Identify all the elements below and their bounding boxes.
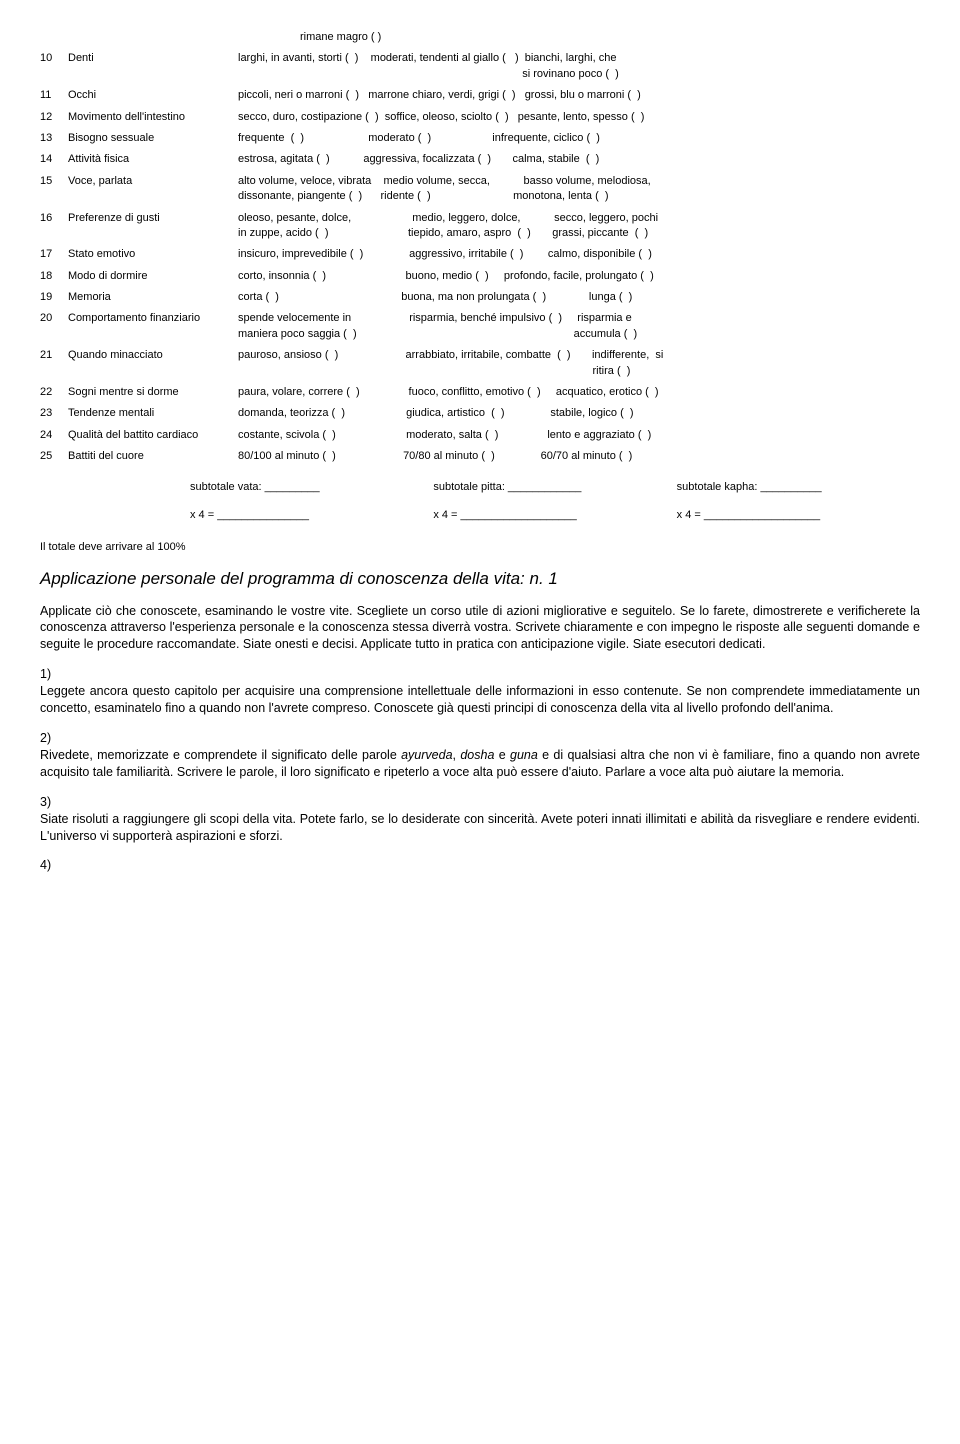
- row-number: 15: [40, 174, 68, 205]
- intro-paragraph: Applicate ciò che conoscete, esaminando …: [40, 603, 920, 654]
- row-options: costante, scivola ( ) moderato, salta ( …: [238, 428, 920, 443]
- row-number: 25: [40, 449, 68, 464]
- row-options: corta ( ) buona, ma non prolungata ( ) l…: [238, 290, 920, 305]
- row-options: frequente ( ) moderato ( ) infrequente, …: [238, 131, 920, 146]
- row-number: 19: [40, 290, 68, 305]
- q1-number: 1): [40, 667, 920, 681]
- row-label: Quando minacciato: [68, 348, 238, 379]
- row-label: Stato emotivo: [68, 247, 238, 262]
- table-row: 19Memoriacorta ( ) buona, ma non prolung…: [40, 290, 920, 305]
- row-label: Preferenze di gusti: [68, 211, 238, 242]
- q2-part-c: e: [494, 748, 510, 762]
- row-number: 21: [40, 348, 68, 379]
- subtotal-pitta: subtotale pitta: ____________: [433, 481, 676, 493]
- q2-italic-3: guna: [510, 748, 538, 762]
- table-row: 23Tendenze mentalidomanda, teorizza ( ) …: [40, 406, 920, 421]
- q4-number: 4): [40, 858, 920, 872]
- q2-italic-1: ayurveda: [401, 748, 452, 762]
- row-number: 11: [40, 88, 68, 103]
- row-number: 14: [40, 152, 68, 167]
- row-label: Sogni mentre si dorme: [68, 385, 238, 400]
- row-number: 12: [40, 110, 68, 125]
- row-options: paura, volare, correre ( ) fuoco, confli…: [238, 385, 920, 400]
- mult-a: x 4 = _______________: [190, 509, 433, 521]
- row-options: larghi, in avanti, storti ( ) moderati, …: [238, 51, 920, 82]
- row-number: 17: [40, 247, 68, 262]
- table-row: 10Dentilarghi, in avanti, storti ( ) mod…: [40, 51, 920, 82]
- total-note: Il totale deve arrivare al 100%: [40, 541, 920, 553]
- row-label: Tendenze mentali: [68, 406, 238, 421]
- row-label: Memoria: [68, 290, 238, 305]
- table-row: 11Occhipiccoli, neri o marroni ( ) marro…: [40, 88, 920, 103]
- row-label: Voce, parlata: [68, 174, 238, 205]
- row-options: estrosa, agitata ( ) aggressiva, focaliz…: [238, 152, 920, 167]
- questionnaire-table: 10Dentilarghi, in avanti, storti ( ) mod…: [40, 51, 920, 464]
- row-number: 10: [40, 51, 68, 82]
- table-row: 18Modo di dormirecorto, insonnia ( ) buo…: [40, 269, 920, 284]
- row-options: secco, duro, costipazione ( ) soffice, o…: [238, 110, 920, 125]
- row-number: 13: [40, 131, 68, 146]
- table-row: 24Qualità del battito cardiacocostante, …: [40, 428, 920, 443]
- row-options: pauroso, ansioso ( ) arrabbiato, irritab…: [238, 348, 920, 379]
- row-options: alto volume, veloce, vibrata medio volum…: [238, 174, 920, 205]
- subtotal-row: subtotale vata: _________ subtotale pitt…: [190, 481, 920, 493]
- table-row: 17Stato emotivoinsicuro, imprevedibile (…: [40, 247, 920, 262]
- subtotal-kapha: subtotale kapha: __________: [677, 481, 920, 493]
- table-row: 15Voce, parlataalto volume, veloce, vibr…: [40, 174, 920, 205]
- row-label: Modo di dormire: [68, 269, 238, 284]
- row-number: 24: [40, 428, 68, 443]
- table-row: 16Preferenze di gustioleoso, pesante, do…: [40, 211, 920, 242]
- row-label: Comportamento finanziario: [68, 311, 238, 342]
- table-row: 13Bisogno sessualefrequente ( ) moderato…: [40, 131, 920, 146]
- row-label: Occhi: [68, 88, 238, 103]
- q3-text: Siate risoluti a raggiungere gli scopi d…: [40, 811, 920, 845]
- row-number: 20: [40, 311, 68, 342]
- q2-text: Rivedete, memorizzate e comprendete il s…: [40, 747, 920, 781]
- row-label: Attività fisica: [68, 152, 238, 167]
- mult-c: x 4 = ___________________: [677, 509, 920, 521]
- q3-number: 3): [40, 795, 920, 809]
- row-label: Movimento dell'intestino: [68, 110, 238, 125]
- pre-option: rimane magro ( ): [300, 30, 920, 45]
- row-options: piccoli, neri o marroni ( ) marrone chia…: [238, 88, 920, 103]
- multiplier-row: x 4 = _______________ x 4 = ____________…: [190, 509, 920, 521]
- row-options: insicuro, imprevedibile ( ) aggressivo, …: [238, 247, 920, 262]
- q1-text: Leggete ancora questo capitolo per acqui…: [40, 683, 920, 717]
- row-options: corto, insonnia ( ) buono, medio ( ) pro…: [238, 269, 920, 284]
- row-options: spende velocemente in risparmia, benché …: [238, 311, 920, 342]
- row-label: Qualità del battito cardiaco: [68, 428, 238, 443]
- row-number: 22: [40, 385, 68, 400]
- q2-number: 2): [40, 731, 920, 745]
- table-row: 14Attività fisicaestrosa, agitata ( ) ag…: [40, 152, 920, 167]
- table-row: 21Quando minacciatopauroso, ansioso ( ) …: [40, 348, 920, 379]
- row-number: 18: [40, 269, 68, 284]
- section-title: Applicazione personale del programma di …: [40, 569, 920, 589]
- q2-part-a: Rivedete, memorizzate e comprendete il s…: [40, 748, 401, 762]
- row-number: 16: [40, 211, 68, 242]
- row-options: domanda, teorizza ( ) giudica, artistico…: [238, 406, 920, 421]
- mult-b: x 4 = ___________________: [433, 509, 676, 521]
- table-row: 12Movimento dell'intestinosecco, duro, c…: [40, 110, 920, 125]
- row-label: Bisogno sessuale: [68, 131, 238, 146]
- q2-italic-2: dosha: [460, 748, 494, 762]
- table-row: 20Comportamento finanziariospende veloce…: [40, 311, 920, 342]
- table-row: 25Battiti del cuore80/100 al minuto ( ) …: [40, 449, 920, 464]
- subtotal-vata: subtotale vata: _________: [190, 481, 433, 493]
- row-label: Battiti del cuore: [68, 449, 238, 464]
- row-label: Denti: [68, 51, 238, 82]
- row-options: oleoso, pesante, dolce, medio, leggero, …: [238, 211, 920, 242]
- table-row: 22Sogni mentre si dormepaura, volare, co…: [40, 385, 920, 400]
- row-number: 23: [40, 406, 68, 421]
- row-options: 80/100 al minuto ( ) 70/80 al minuto ( )…: [238, 449, 920, 464]
